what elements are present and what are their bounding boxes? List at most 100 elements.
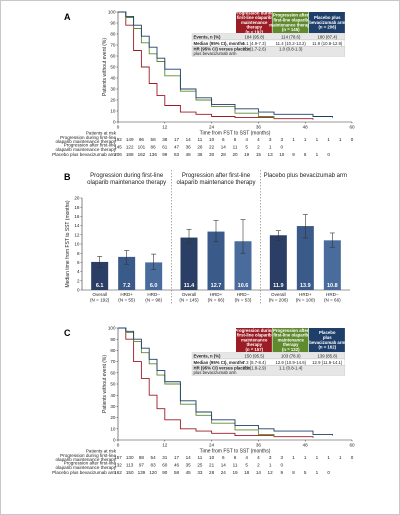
risk-count: 0 (351, 455, 354, 460)
bar-value-label: 6.1 (96, 283, 104, 289)
bar (91, 261, 109, 290)
bar-value-label: 10.8 (327, 283, 338, 289)
risk-count: 149 (126, 137, 134, 142)
table-row (191, 365, 346, 376)
y-tick-label: 0 (77, 288, 80, 293)
bar (269, 235, 287, 290)
risk-count: 24 (221, 470, 227, 475)
y-tick-label: 70 (110, 359, 116, 364)
risk-count: 54 (151, 455, 157, 460)
risk-count: 1 (304, 455, 307, 460)
y-tick-label: 10 (74, 242, 80, 247)
risk-count: 63 (174, 152, 180, 157)
y-axis-label: Patients without event (%) (102, 38, 108, 96)
category-label: (N = 66) (324, 298, 341, 303)
y-tick-label: 50 (110, 65, 116, 70)
group-title: olaparib maintenance therapy (176, 180, 255, 186)
table-header-text: therapy (246, 25, 262, 30)
risk-count: 11 (233, 463, 238, 468)
bar (207, 231, 225, 290)
bar-value-label: 11.9 (273, 283, 283, 289)
y-tick-label: 40 (110, 76, 116, 81)
risk-count: 6 (222, 455, 225, 460)
km-curve-series-3 (118, 11, 333, 118)
risk-count: 1 (316, 470, 319, 475)
x-axis-label: Time from FST to SST (months) (200, 131, 271, 137)
x-tick-label: 0 (117, 443, 120, 448)
y-tick-label: 90 (110, 21, 116, 26)
table-header-text: Placebo plus (314, 15, 341, 20)
category-label: (N = 145) (179, 298, 199, 303)
y-tick-label: 0 (113, 438, 116, 443)
risk-count: 28 (221, 152, 227, 157)
x-tick-label: 36 (256, 125, 262, 130)
table-cell-value: 1.1 (0.8-1.4) (279, 366, 303, 371)
bar (234, 241, 252, 290)
table-cell-value: 184 (95.8) (244, 34, 264, 39)
y-tick-label: 20 (74, 196, 80, 201)
table-cell-value: 1.0 (0.8-1.3) (279, 47, 303, 52)
risk-count: 162 (114, 470, 122, 475)
y-tick-label: 0 (113, 120, 116, 125)
x-tick-label: 12 (162, 125, 168, 130)
table-header-text: maintenance (278, 337, 305, 342)
table-header-cell (236, 12, 272, 33)
table-header-cell (309, 328, 345, 352)
risk-count: 19 (232, 470, 238, 475)
risk-count: 26 (197, 145, 203, 150)
category-label: (N = 192) (90, 298, 110, 303)
risk-row-label: olaparib maintenance therapy (55, 147, 116, 152)
y-tick-label: 80 (110, 348, 116, 353)
table-header-cell (236, 328, 272, 352)
bar (145, 262, 163, 290)
risk-count: 14 (186, 137, 192, 142)
table-cell-value: 180 (87.4) (317, 34, 337, 39)
table-row-label: Median (95% CI), months (194, 360, 245, 365)
risk-count: 11 (233, 145, 238, 150)
risk-count: 36 (197, 152, 203, 157)
y-tick-label: 10 (110, 109, 116, 114)
y-tick-label: 90 (110, 337, 116, 342)
risk-count: 6 (222, 137, 225, 142)
table-header-text: therapy (246, 342, 262, 347)
risk-count: 10 (209, 455, 215, 460)
risk-count: 14 (256, 470, 262, 475)
table-header-text: (n = 206) (318, 25, 336, 30)
y-tick-label: 50 (110, 382, 116, 387)
bar (323, 240, 341, 290)
risk-count: 206 (114, 152, 122, 157)
risk-count: 33 (197, 470, 203, 475)
km-curve-series-1 (118, 327, 314, 438)
category-label: (N = 66) (208, 298, 225, 303)
panel-letter: C (64, 328, 71, 338)
panel-letter: B (64, 172, 71, 182)
table-header-text: therapy (283, 342, 299, 347)
y-tick-label: 30 (110, 404, 116, 409)
group-title: Placebo plus bevacizumab arm (264, 173, 347, 179)
group-title: Progression after first-line (182, 173, 251, 179)
category-label: HRD− (237, 292, 250, 297)
risk-count: 136 (149, 152, 157, 157)
bar-value-label: 12.7 (211, 283, 222, 289)
table-cell-value: 150 (95.5) (244, 353, 264, 358)
table-header-text: plus (323, 335, 332, 340)
risk-count: 14 (221, 463, 227, 468)
category-label: Overall (92, 292, 107, 297)
risk-count: 83 (151, 463, 157, 468)
risk-count: 15 (256, 152, 262, 157)
x-tick-label: 48 (303, 125, 309, 130)
bar-value-label: 10.6 (238, 283, 249, 289)
table-row-label: HR (95% CI) versus placebo (194, 366, 251, 371)
risk-count: 0 (327, 470, 330, 475)
risk-count: 0 (281, 463, 284, 468)
y-tick-label: 30 (110, 87, 116, 92)
risk-count: 60 (162, 463, 168, 468)
table-header-cell (272, 328, 309, 352)
table-header-text: (n = 145) (282, 27, 300, 32)
risk-count: 4 (257, 137, 260, 142)
risk-count: 25 (197, 463, 203, 468)
x-axis-label: Time from FST to SST (months) (200, 449, 271, 455)
risk-count: 45 (186, 470, 192, 475)
risk-count: 1 (269, 145, 272, 150)
